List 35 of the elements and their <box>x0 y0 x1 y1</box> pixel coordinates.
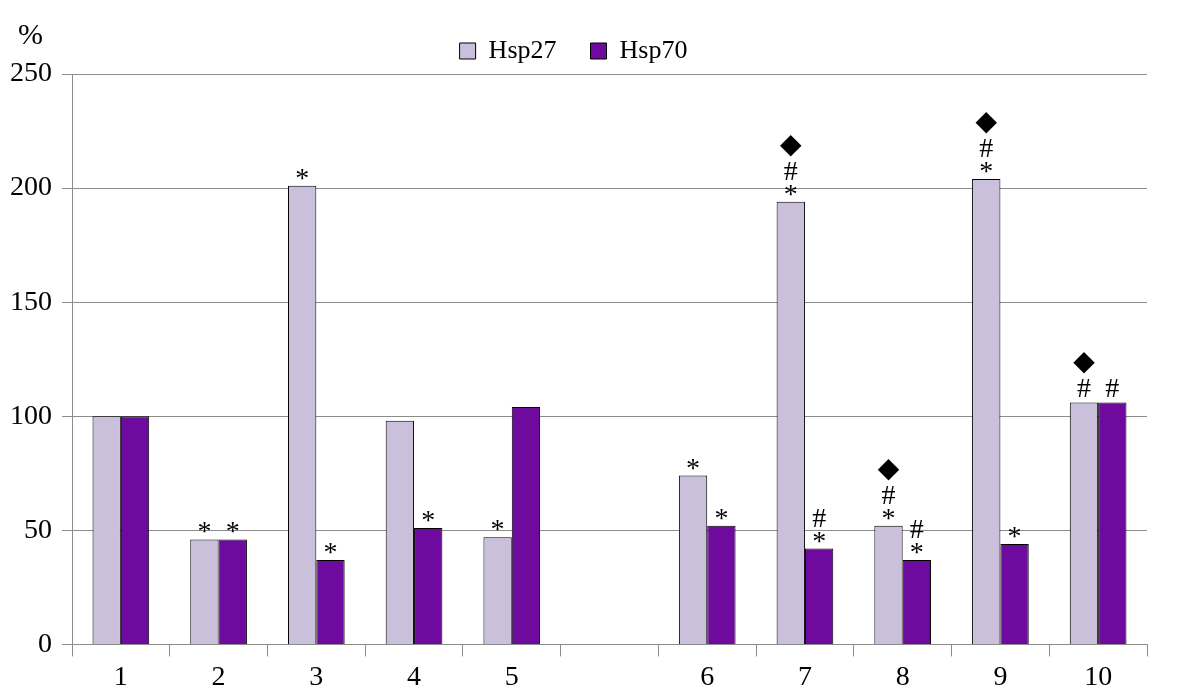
x-tick-label: 4 <box>407 659 422 691</box>
y-tick-label: 50 <box>24 512 52 544</box>
y-tick-label: 0 <box>38 626 52 658</box>
x-tick-label: 2 <box>211 659 226 691</box>
x-tick-label: 1 <box>113 659 128 691</box>
data-label: * <box>1007 520 1022 552</box>
data-label: * <box>714 501 729 533</box>
data-label: # <box>1105 371 1120 403</box>
data-label: ◆ # * <box>780 127 803 209</box>
y-axis-title: % <box>18 17 43 50</box>
x-tick-label: 8 <box>895 659 910 691</box>
data-label: ◆ # <box>1073 344 1096 403</box>
x-tick-label: 9 <box>993 659 1008 691</box>
data-label: * <box>421 504 436 536</box>
legend-label: Hsp27 <box>488 34 557 64</box>
data-label: * <box>225 515 240 547</box>
x-tick-label: 3 <box>309 659 324 691</box>
data-label: ◆ # * <box>975 104 998 186</box>
x-tick-label: 10 <box>1084 659 1113 691</box>
data-label: # * <box>812 501 827 556</box>
data-label: * <box>323 535 338 567</box>
data-label: * <box>490 513 505 545</box>
data-label: ◆ # * <box>877 451 900 533</box>
x-tick-label: 7 <box>797 659 812 691</box>
y-tick-label: 100 <box>10 398 52 430</box>
data-label: * <box>686 451 701 483</box>
x-tick-label: 5 <box>504 659 519 691</box>
y-tick-label: 250 <box>10 56 52 88</box>
x-tick-label: 6 <box>700 659 715 691</box>
data-label: * <box>295 161 310 193</box>
y-tick-label: 200 <box>10 170 52 202</box>
y-tick-label: 150 <box>10 284 52 316</box>
legend-label: Hsp70 <box>619 34 688 64</box>
data-label: * <box>197 515 212 547</box>
data-label: # * <box>909 512 924 567</box>
